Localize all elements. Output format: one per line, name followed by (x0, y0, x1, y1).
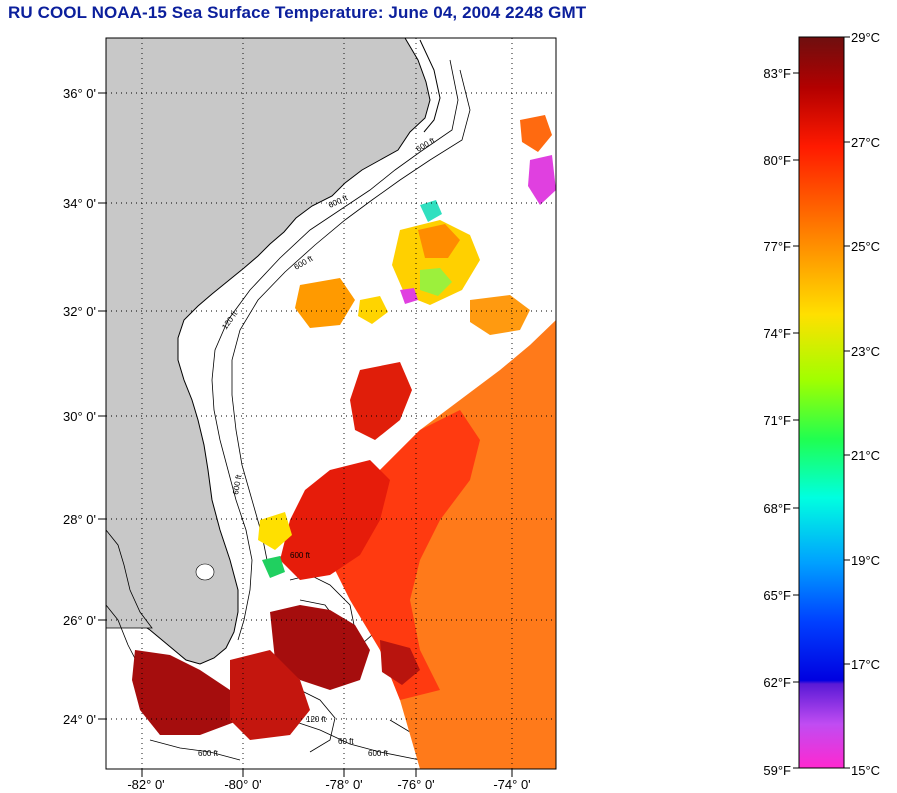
lat-label: 34° 0' (63, 196, 96, 211)
contour-label: 600 ft (368, 749, 389, 758)
lon-label: -78° 0' (325, 777, 362, 792)
lat-label: 30° 0' (63, 409, 96, 424)
lon-label: -82° 0' (127, 777, 164, 792)
fahrenheit-label: 65°F (763, 588, 791, 603)
graticule (106, 38, 556, 769)
lake-okeechobee (195, 563, 215, 581)
contour-label: 600 ft (290, 551, 311, 560)
fahrenheit-label: 68°F (763, 501, 791, 516)
fahrenheit-label: 62°F (763, 675, 791, 690)
colorbar-gradient (798, 36, 845, 769)
lat-label: 24° 0' (63, 712, 96, 727)
colorbar: 83°F 80°F 77°F 74°F 71°F 68°F 65°F 62°F … (763, 30, 880, 778)
fahrenheit-label: 83°F (763, 66, 791, 81)
lon-label: -74° 0' (493, 777, 530, 792)
celsius-label: 17°C (851, 657, 880, 672)
celsius-label: 27°C (851, 135, 880, 150)
gulf-coast-land (106, 529, 153, 629)
map-border (105, 37, 557, 770)
lat-label: 26° 0' (63, 613, 96, 628)
map-title: RU COOL NOAA-15 Sea Surface Temperature:… (8, 3, 587, 22)
celsius-label: 25°C (851, 239, 880, 254)
fahrenheit-label: 74°F (763, 326, 791, 341)
lon-label: -80° 0' (224, 777, 261, 792)
lat-label: 28° 0' (63, 512, 96, 527)
fahrenheit-label: 80°F (763, 153, 791, 168)
fahrenheit-label: 59°F (763, 763, 791, 778)
sst-imagery (132, 115, 556, 769)
axis-ticks (98, 92, 513, 777)
contour-label: 60 ft (338, 737, 354, 746)
celsius-label: 19°C (851, 553, 880, 568)
fahrenheit-label: 71°F (763, 413, 791, 428)
contour-label: 600 ft (231, 473, 243, 495)
celsius-label: 21°C (851, 448, 880, 463)
outer-banks (419, 39, 441, 133)
lat-label: 36° 0' (63, 86, 96, 101)
lon-label: -76° 0' (397, 777, 434, 792)
celsius-label: 29°C (851, 30, 880, 45)
lat-label: 32° 0' (63, 304, 96, 319)
contour-label: 600 ft (198, 749, 219, 758)
celsius-label: 15°C (851, 763, 880, 778)
us-landmass (106, 38, 431, 665)
fahrenheit-label: 77°F (763, 239, 791, 254)
contour-label: 120 ft (306, 715, 327, 724)
celsius-label: 23°C (851, 344, 880, 359)
